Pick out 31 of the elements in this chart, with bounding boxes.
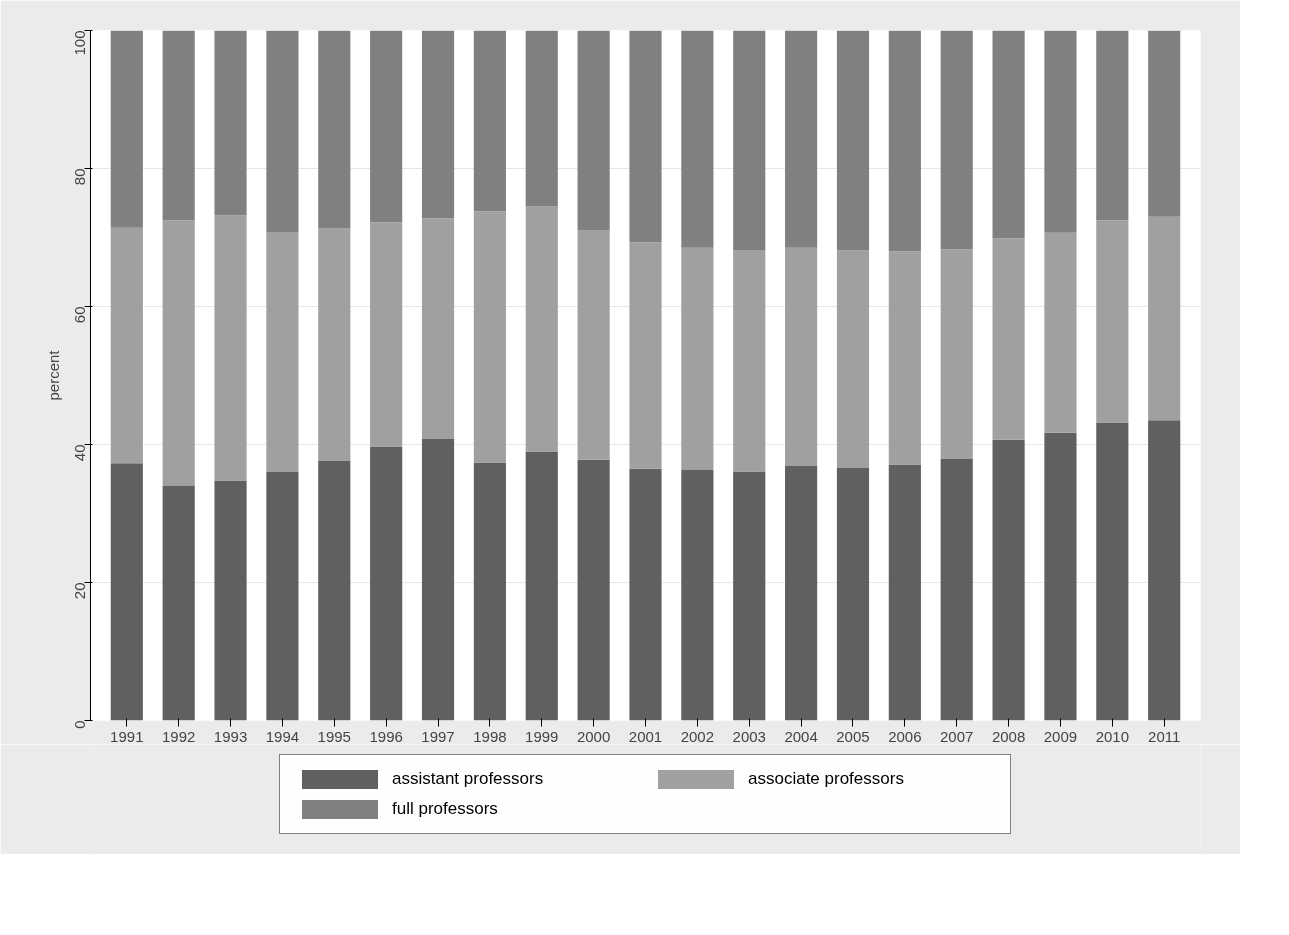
x-tick-label: 1998 [473,727,507,745]
x-tick-label: 2002 [680,727,715,745]
y-tick-label: 100 [70,30,88,56]
y-tick-label: 60 [70,306,88,324]
x-tick-label: 2005 [836,727,870,745]
x-tick-label: 1999 [525,727,559,745]
y-tick-label: 80 [70,168,88,186]
legend-label: assistant professors [392,769,545,789]
x-tick-label: 1997 [421,727,455,745]
y-tick-label: 40 [70,444,88,462]
x-tick-label: 2011 [1148,727,1181,745]
x-tick-label: 2010 [1095,727,1130,745]
x-tick-label: 1992 [161,727,196,745]
x-tick-label: 1993 [213,727,248,745]
x-tick-label: 2008 [991,727,1026,745]
x-tick-label: 1995 [317,727,351,745]
x-tick-label: 2004 [784,727,818,745]
x-tick-label: 2006 [888,727,922,745]
x-tick-label: 2001 [628,727,663,745]
x-tick-label: 2007 [940,727,974,745]
x-tick-label: 1991 [110,727,144,745]
y-axis-title: percent [44,349,62,401]
y-tick-label: 0 [70,720,88,729]
x-tick-label: 2003 [732,727,766,745]
y-tick-label: 20 [70,582,88,600]
x-tick-label: 1996 [369,727,403,745]
x-tick-label: 1994 [265,727,300,745]
legend-label: full professors [392,799,499,819]
x-tick-label: 2000 [576,727,611,745]
legend-label: associate professors [748,769,905,789]
x-tick-label: 2009 [1043,727,1078,745]
